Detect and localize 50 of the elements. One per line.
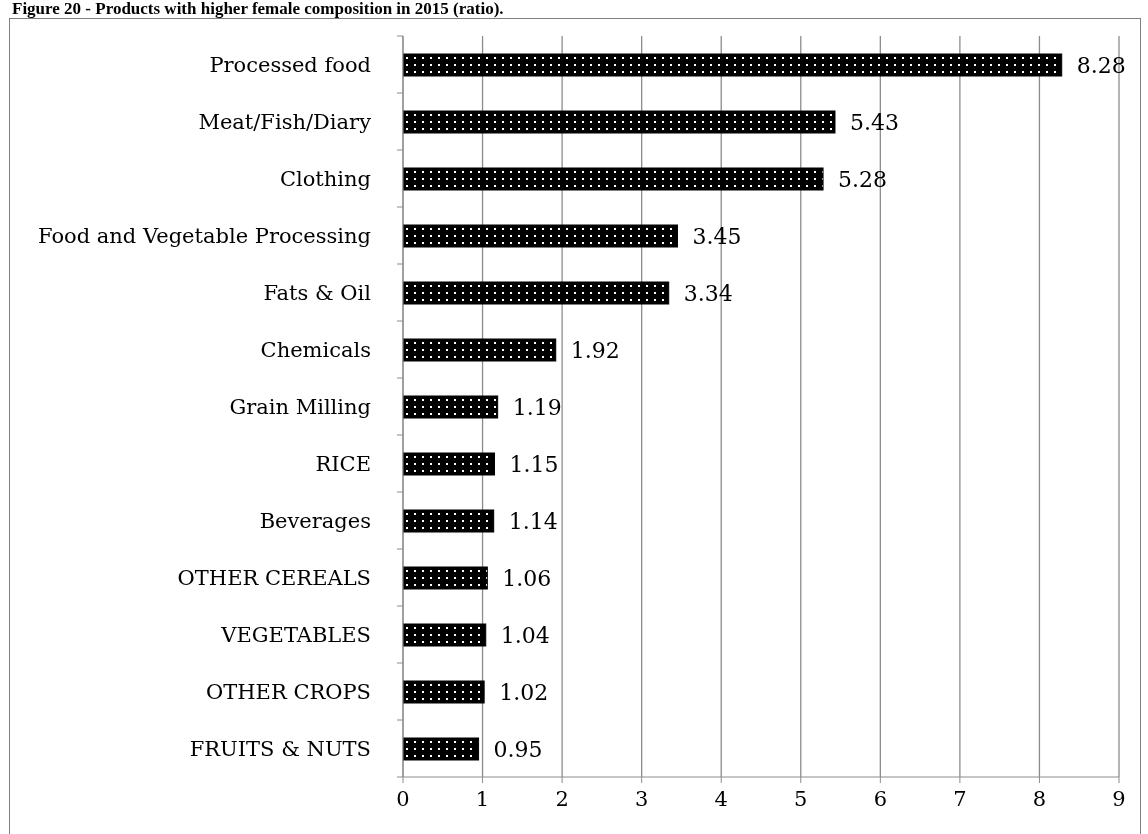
data-label: 5.43 [849,109,899,135]
bar [403,224,678,248]
x-tick-label: 4 [714,786,728,811]
y-tick-label: OTHER CEREALS [177,565,371,590]
y-tick-label: Food and Vegetable Processing [38,223,371,248]
x-tick-label: 7 [953,786,967,811]
data-label: 1.14 [508,508,558,534]
x-tick-label: 8 [1032,786,1047,811]
x-tick-label: 5 [794,786,808,811]
y-tick-label: RICE [315,451,371,476]
data-label: 1.02 [499,679,549,705]
bar [403,680,485,704]
data-label: 1.04 [500,622,550,648]
data-label: 0.95 [493,736,543,762]
x-tick-label: 6 [873,786,888,811]
y-tick-label: Beverages [259,508,371,533]
x-tick-label: 2 [555,786,569,811]
x-tick-label: 3 [634,786,649,811]
data-label: 1.92 [570,337,620,363]
y-tick-label: OTHER CROPS [206,679,371,704]
data-label: 1.06 [502,565,552,591]
y-tick-label: Processed food [209,52,371,77]
y-tick-label: Grain Milling [229,394,371,419]
bar [403,509,495,533]
x-tick-label: 9 [1112,786,1126,811]
text: Figure 20 - Products with higher female composition in 2015 (ratio). [12,0,504,18]
bar [403,110,836,134]
y-tick-label: Meat/Fish/Diary [198,109,372,134]
bar [403,395,499,419]
x-tick-label: 0 [396,786,410,811]
data-label: 1.15 [509,451,559,477]
y-tick-label: Fats & Oil [263,280,372,305]
y-tick-label: Chemicals [260,337,371,362]
data-label: 3.34 [683,280,733,306]
bar [403,737,480,761]
bar [403,566,488,590]
bar [403,281,670,305]
bar [403,338,557,362]
y-tick-label: Clothing [279,166,371,191]
y-tick-label: FRUITS & NUTS [189,736,371,761]
bar [403,167,824,191]
bar [403,53,1063,77]
bar [403,623,487,647]
data-label: 1.19 [512,394,562,420]
data-label: 3.45 [692,223,742,249]
data-label: 5.28 [838,166,888,192]
bar [403,452,495,476]
x-tick-label: 1 [475,786,490,811]
data-label: 8.28 [1076,52,1126,78]
y-tick-label: VEGETABLES [220,622,371,647]
